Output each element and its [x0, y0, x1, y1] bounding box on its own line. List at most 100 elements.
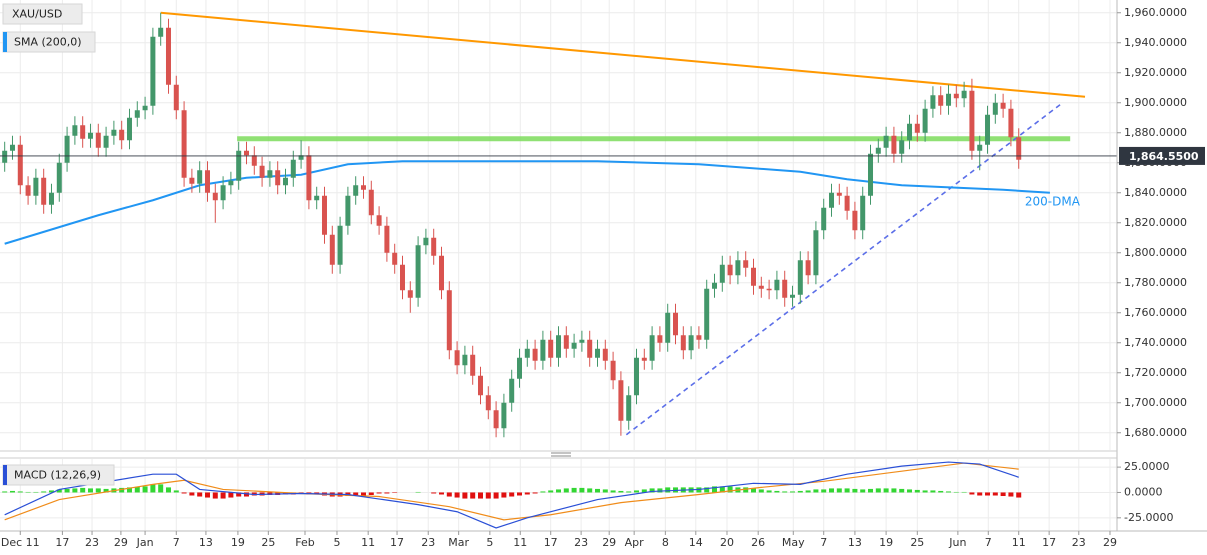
candle-body	[696, 335, 702, 340]
candle-body	[275, 170, 281, 186]
candle-body	[548, 339, 554, 358]
candle-body	[969, 90, 975, 151]
macd-histogram-bar	[602, 489, 608, 493]
candle-body	[579, 339, 585, 343]
candle-body	[306, 155, 312, 201]
macd-histogram-bar	[813, 489, 819, 493]
candle-body	[844, 195, 850, 211]
trend-line	[625, 104, 1061, 436]
symbol-label: XAU/USD	[12, 8, 62, 21]
candle-body	[189, 177, 195, 184]
macd-histogram-bar	[641, 489, 647, 493]
x-tick-label: 8	[662, 536, 669, 549]
x-tick-label: Dec 11	[1, 536, 40, 549]
candle-body	[111, 129, 117, 136]
macd-histogram-bar	[485, 492, 491, 499]
candle-body	[470, 354, 476, 376]
macd-histogram-bar	[953, 491, 959, 493]
y-tick-label: -25.0000	[1124, 511, 1173, 524]
candle-body	[938, 95, 944, 106]
macd-histogram-bar	[836, 488, 842, 493]
candle-body	[891, 135, 897, 154]
candle-body	[509, 378, 515, 403]
candle-body	[345, 195, 351, 226]
candle-body	[251, 155, 257, 166]
macd-histogram-bar	[477, 492, 483, 499]
macd-histogram-bar	[204, 492, 210, 498]
candle-body	[953, 93, 959, 99]
candle-body	[204, 170, 210, 193]
x-tick-label: 23	[85, 536, 99, 549]
macd-histogram-bar	[454, 492, 460, 498]
candle-body	[719, 264, 725, 283]
macd-histogram-bar	[751, 488, 757, 493]
x-tick-label: 11	[361, 536, 375, 549]
macd-histogram-bar	[493, 492, 499, 499]
candle-body	[228, 180, 234, 186]
x-tick-label: 20	[720, 536, 734, 549]
macd-histogram-bar	[914, 489, 920, 493]
macd-histogram-bar	[392, 492, 398, 493]
macd-histogram-bar	[946, 491, 952, 493]
macd-histogram-bar	[87, 488, 93, 493]
macd-histogram-bar	[220, 492, 226, 499]
candle-body	[680, 335, 686, 351]
macd-histogram-bar	[907, 489, 913, 493]
x-tick-label: Jan	[136, 536, 154, 549]
y-tick-label: 1,780.0000	[1124, 276, 1187, 289]
candle-body	[384, 225, 390, 253]
candle-body	[930, 95, 936, 109]
macd-histogram-bar	[2, 491, 8, 493]
candle-body	[743, 260, 749, 268]
macd-histogram-bar	[938, 490, 944, 493]
candle-body	[119, 129, 125, 141]
macd-histogram-bar	[80, 487, 86, 493]
macd-histogram-bar	[1016, 492, 1022, 498]
macd-histogram-bar	[774, 490, 780, 493]
x-tick-label: 7	[985, 536, 992, 549]
macd-histogram-bar	[719, 486, 725, 493]
macd-histogram-bar	[665, 487, 671, 493]
candle-body	[860, 195, 866, 231]
x-tick-label: 19	[231, 536, 245, 549]
macd-histogram-bar	[158, 484, 164, 493]
macd-histogram-bar	[197, 492, 203, 497]
candle-body	[673, 312, 679, 336]
macd-histogram-bar	[852, 488, 858, 493]
macd-line	[4, 461, 1019, 529]
macd-histogram-bar	[415, 491, 421, 493]
candle-body	[126, 117, 132, 141]
candle-body	[485, 395, 491, 411]
y-tick-label: 1,880.0000	[1124, 126, 1187, 139]
y-tick-label: 1,960.0000	[1124, 6, 1187, 19]
macd-histogram-bar	[524, 492, 530, 495]
candle-body	[95, 132, 101, 148]
y-tick-label: 1,740.0000	[1124, 336, 1187, 349]
candle-body	[883, 135, 889, 148]
candle-body	[797, 260, 803, 295]
x-tick-label: 13	[848, 536, 862, 549]
indicator-label: SMA (200,0)	[14, 36, 82, 49]
macd-histogram-bar	[563, 488, 569, 493]
macd-histogram-bar	[579, 487, 585, 493]
x-tick-label: Jun	[948, 536, 966, 549]
macd-histogram-bar	[17, 491, 23, 493]
candle-body	[17, 144, 23, 186]
y-tick-label: 1,680.0000	[1124, 426, 1187, 439]
candle-body	[298, 155, 304, 160]
candle-body	[914, 123, 920, 133]
candle-body	[556, 335, 561, 358]
candle-body	[462, 354, 468, 366]
candle-body	[1016, 137, 1022, 160]
macd-histogram-bar	[883, 488, 889, 493]
x-tick-label: 29	[114, 536, 128, 549]
y-tick-label: 1,820.0000	[1124, 216, 1187, 229]
macd-histogram-bar	[532, 492, 538, 494]
candle-body	[165, 27, 171, 85]
last-price-box	[1119, 146, 1205, 165]
candle-body	[212, 192, 218, 201]
macd-histogram-bar	[1008, 492, 1014, 497]
macd-histogram-bar	[930, 490, 936, 493]
x-tick-label: 11	[1012, 536, 1026, 549]
candle-body	[368, 189, 374, 216]
